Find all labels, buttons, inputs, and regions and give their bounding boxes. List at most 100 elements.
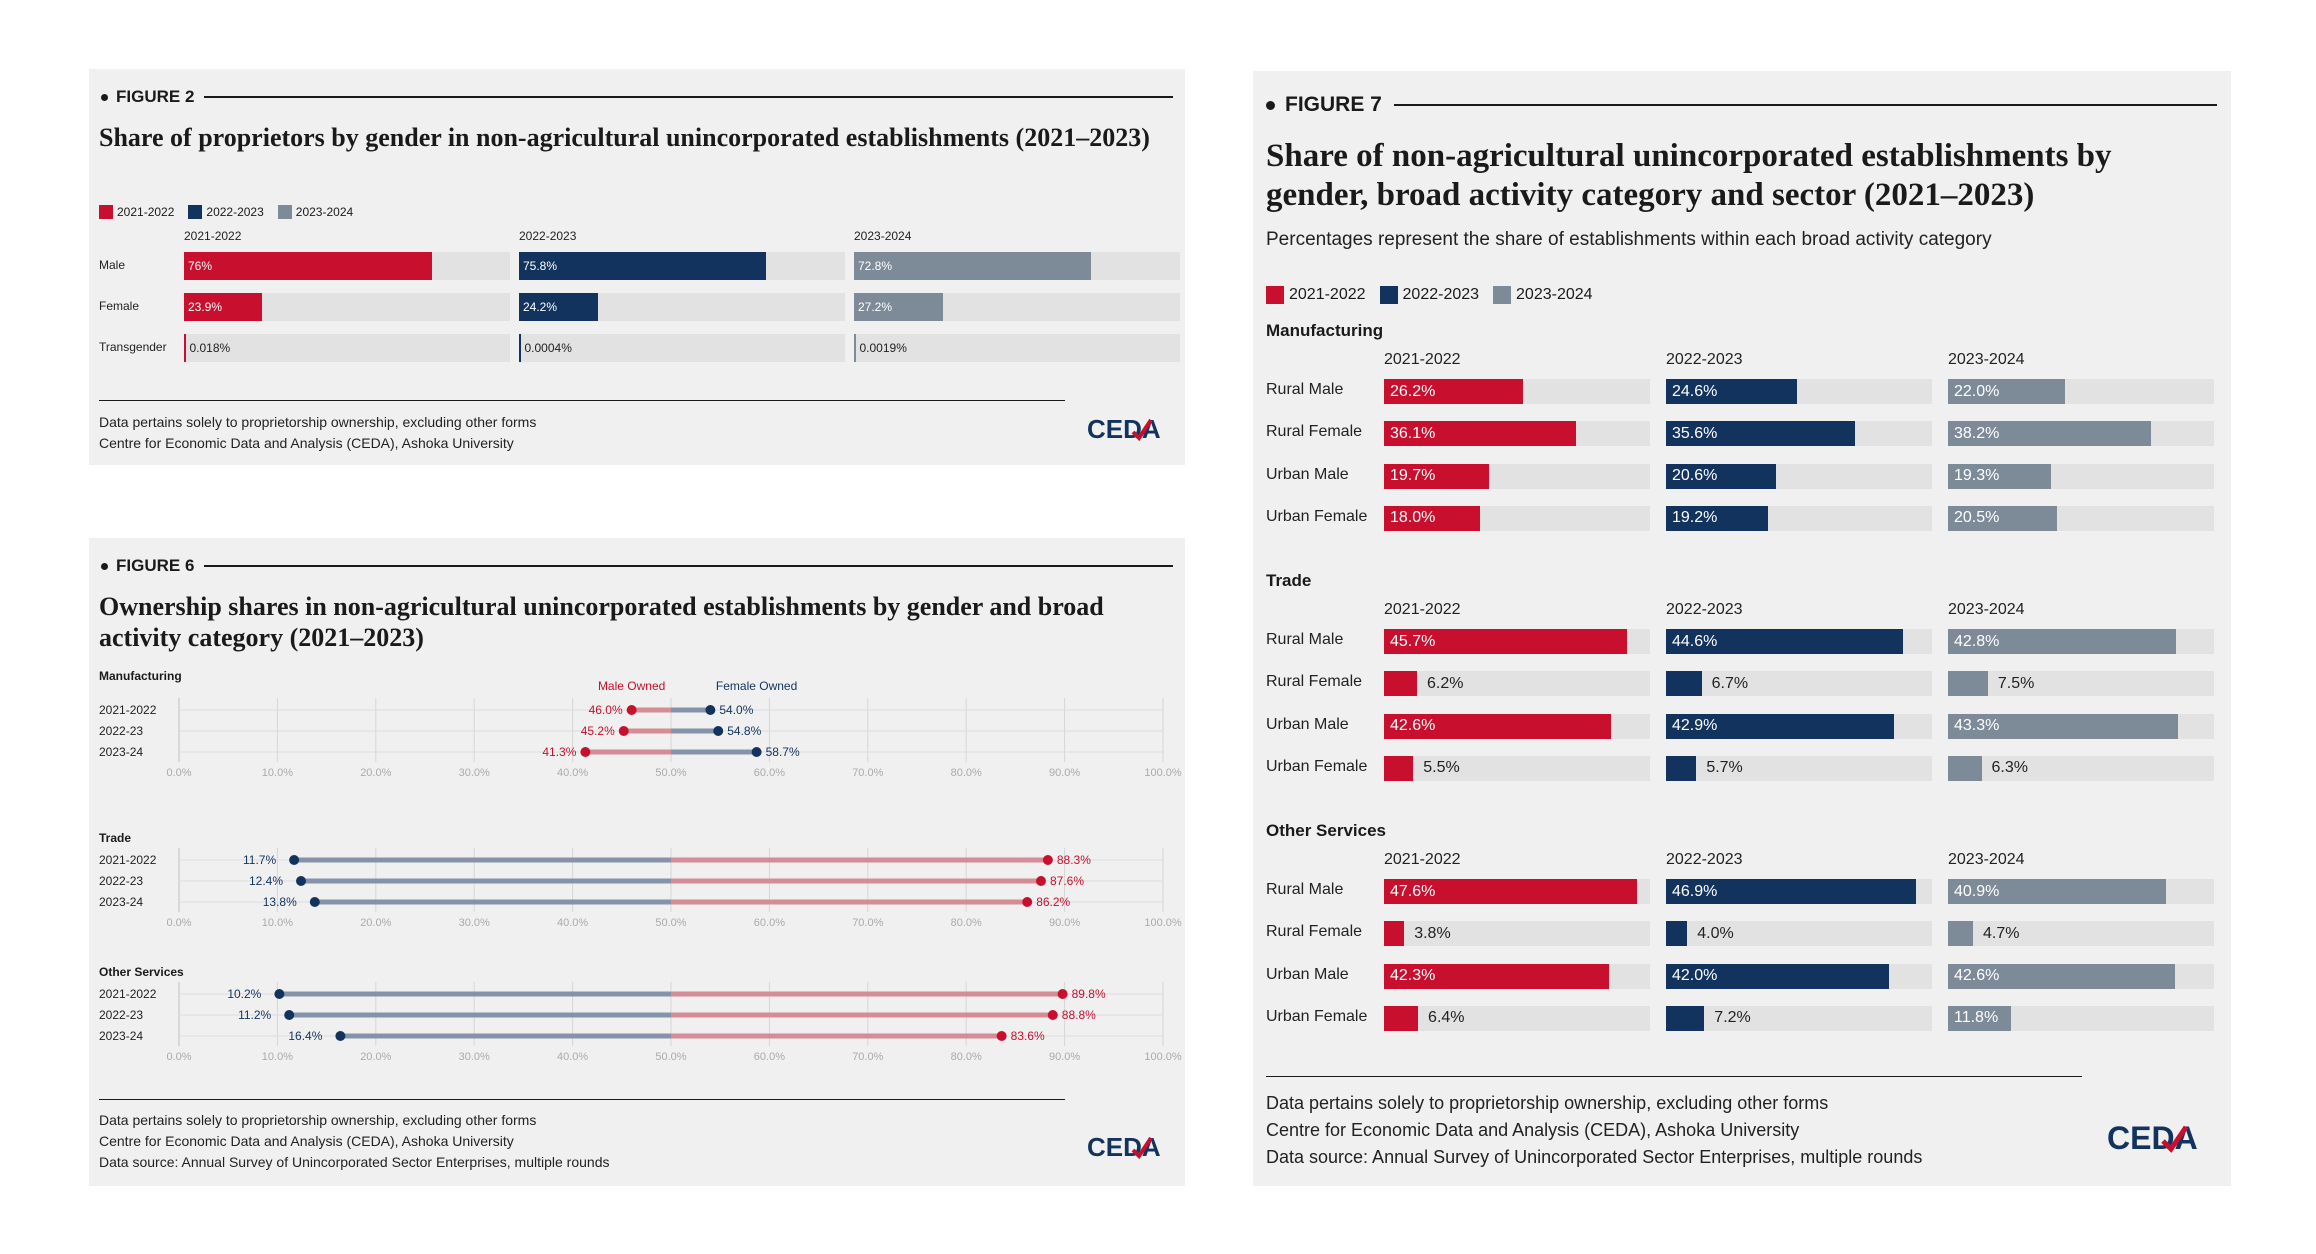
figure-7-footer-1: Data pertains solely to proprietorship o…	[1266, 1093, 1829, 1113]
bar	[1384, 671, 1417, 697]
female-point	[751, 747, 762, 757]
female-value-label: 58.7%	[766, 745, 800, 759]
x-tick-label: 40.0%	[557, 767, 588, 779]
legend-label: 2023-2024	[1516, 286, 1593, 303]
category-title: Other Services	[1266, 821, 1387, 840]
bar-track: 47.6%	[1384, 879, 1650, 904]
bullet-dot	[1266, 100, 1275, 110]
ceda-logo: CEDA	[1087, 1132, 1175, 1165]
figure-7-panel: FIGURE 7 Share of non-agricultural uninc…	[1253, 71, 2231, 1186]
bar-value-label: 36.1%	[1390, 424, 1436, 442]
bar	[1384, 379, 1524, 404]
bar-track: 24.2%	[519, 293, 845, 321]
figure-6-title: Ownership shares in non-agricultural uni…	[99, 592, 1104, 652]
ceda-logo-text: CEDA	[1087, 414, 1161, 442]
row-label: Urban Male	[1266, 715, 1349, 733]
legend-swatch	[1266, 286, 1284, 304]
x-tick-label: 100.0%	[1144, 767, 1182, 779]
bar-value-label: 42.9%	[1672, 717, 1718, 735]
row-label: Female	[99, 299, 140, 313]
bar-track: 20.6%	[1666, 463, 1932, 489]
ceda-check-mark	[2161, 1125, 2189, 1153]
bar-track: 27.2%	[854, 293, 1180, 321]
ceda-logo-graphic: CEDA	[1087, 1132, 1161, 1162]
male-value-label: 41.3%	[542, 745, 576, 759]
bar-track: 20.5%	[1948, 505, 2214, 531]
bar	[184, 293, 262, 321]
figure-7-chart: Manufacturing 2021-2022 2022-2023 2023-2024…	[1253, 321, 2231, 1121]
bar	[1948, 463, 2051, 489]
figure-7-footer-rule	[1266, 1076, 2082, 1077]
x-tick-label: 50.0%	[655, 917, 686, 929]
legend-item-2022-2023: 2022-2023	[188, 205, 264, 219]
figure-7-footer-3: Data source: Annual Survey of Unincorpor…	[1266, 1147, 1923, 1167]
female-value-label: 54.0%	[719, 703, 753, 717]
bar-value-label: 42.6%	[1390, 717, 1436, 735]
bar-track: 7.5%	[1948, 671, 2214, 697]
row-label: 2022-23	[99, 1008, 143, 1022]
bar	[1948, 379, 2066, 404]
bar	[1384, 463, 1489, 489]
bar-value-label: 5.7%	[1706, 759, 1743, 777]
bar-track: 19.3%	[1948, 463, 2214, 489]
bar-value-label: 24.2%	[523, 300, 558, 314]
figure-2-chart: 2021-2022 2022-2023 2023-2024 Male 76% 75.8% 7…	[89, 229, 1185, 447]
legend-swatch	[99, 205, 113, 219]
legend-label: 2023-2024	[295, 205, 354, 219]
figure-2-rule	[204, 96, 1173, 98]
row-label: Rural Female	[1266, 923, 1363, 941]
row-label: 2021-2022	[99, 987, 157, 1001]
bar	[854, 334, 856, 362]
legend-item-2021-2022: 2021-2022	[99, 205, 174, 219]
figure-6-label: FIGURE 6	[101, 556, 1173, 576]
male-value-label: 83.6%	[1011, 1029, 1045, 1043]
figure-6-panel: FIGURE 6 Ownership shares in non-agricul…	[89, 538, 1185, 1186]
bar-track: 44.6%	[1666, 629, 1932, 654]
bar-track: 6.4%	[1384, 1005, 1650, 1031]
bar-track: 36.1%	[1384, 421, 1650, 447]
row-label: 2023-24	[99, 1029, 143, 1043]
bar-track: 18.0%	[1384, 505, 1650, 531]
bar	[1384, 963, 1610, 989]
female-value-label: 13.8%	[263, 895, 297, 909]
bar-track: 72.8%	[854, 252, 1180, 280]
bar-value-label: 46.9%	[1672, 882, 1718, 900]
x-tick-label: 20.0%	[360, 767, 391, 779]
row-label: 2023-24	[99, 745, 143, 759]
bar	[1948, 421, 2152, 447]
bar	[1948, 713, 2179, 739]
female-value-label: 11.7%	[243, 853, 276, 867]
category-title: Trade	[99, 831, 131, 845]
male-owned-annotation: Male Owned	[598, 679, 665, 693]
category-title: Trade	[1266, 571, 1312, 590]
legend-label: 2022-2023	[1402, 286, 1480, 303]
figure-2-label: FIGURE 2	[101, 87, 1173, 107]
bar-track: 23.9%	[184, 293, 510, 321]
legend-swatch	[188, 205, 203, 219]
column-header: 2022-2023	[1666, 851, 1743, 868]
x-tick-label: 60.0%	[754, 767, 785, 779]
bar	[1384, 879, 1638, 904]
bar-value-label: 20.6%	[1672, 467, 1718, 485]
bar-value-label: 19.3%	[1954, 467, 2000, 485]
female-point	[309, 897, 320, 907]
x-tick-label: 90.0%	[1049, 767, 1080, 779]
row-label: Male	[99, 258, 126, 272]
bar-value-label: 76%	[188, 259, 213, 273]
bar-track: 24.6%	[1666, 379, 1932, 404]
x-tick-label: 80.0%	[951, 767, 982, 779]
bar-track: 43.3%	[1948, 713, 2214, 739]
figure-6-footer-3: Data source: Annual Survey of Unincorpor…	[99, 1154, 610, 1170]
x-tick-label: 0.0%	[166, 917, 191, 929]
bar-value-label: 19.2%	[1672, 509, 1718, 527]
column-header: 2023-2024	[1948, 351, 2025, 368]
bar-track: 75.8%	[519, 252, 845, 280]
figure-7-subtitle: Percentages represent the share of estab…	[1266, 229, 1992, 250]
column-header: 2022-2023	[1666, 351, 1743, 368]
bar-value-label: 38.2%	[1954, 424, 2000, 442]
x-tick-label: 40.0%	[557, 1051, 588, 1063]
bar-value-label: 42.0%	[1672, 967, 1718, 985]
row-label: Rural Male	[1266, 631, 1344, 648]
x-tick-label: 50.0%	[655, 767, 686, 779]
bar-value-label: 42.6%	[1954, 967, 2000, 985]
